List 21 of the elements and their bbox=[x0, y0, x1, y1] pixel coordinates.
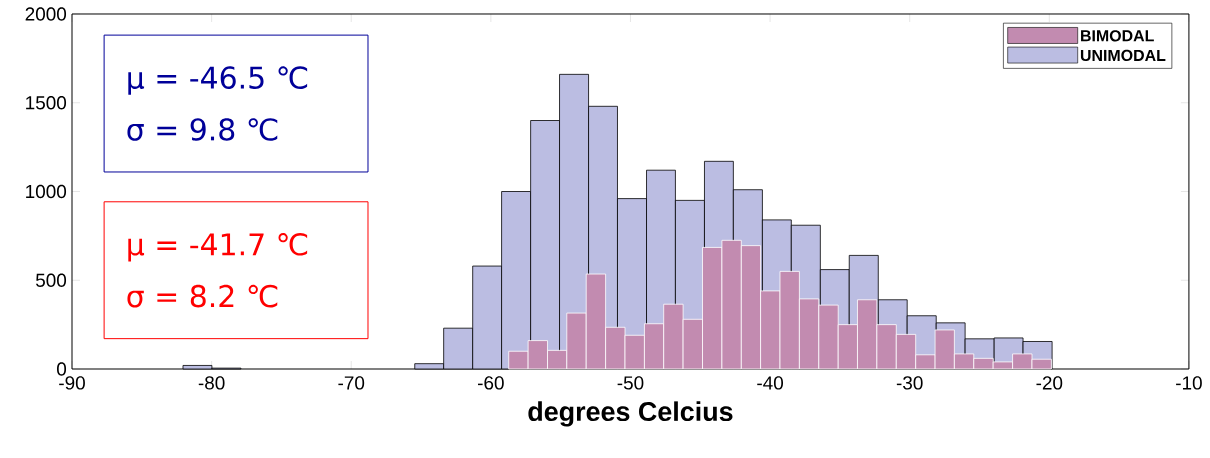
x-tick-label: -10 bbox=[1176, 376, 1202, 390]
y-tick-label: 2000 bbox=[25, 7, 67, 21]
annotation: σ = 8.2 ℃ bbox=[127, 284, 278, 308]
x-tick-label: -50 bbox=[617, 376, 644, 390]
x-tick-label: -70 bbox=[338, 376, 365, 390]
annotation: σ = 9.8 ℃ bbox=[127, 118, 278, 141]
x-tick-label: -30 bbox=[896, 376, 923, 390]
legend-label: BIMODAL bbox=[1081, 30, 1154, 42]
x-tick-label: -90 bbox=[59, 376, 85, 390]
x-tick-label: -80 bbox=[198, 376, 225, 390]
x-tick-label: -20 bbox=[1036, 376, 1063, 390]
y-tick-label: 0 bbox=[57, 362, 67, 376]
legend-label: UNIMODAL bbox=[1080, 49, 1166, 62]
annotation: μ = -41.7 ℃ bbox=[128, 233, 308, 262]
annotation: μ = -46.5 ℃ bbox=[128, 66, 308, 95]
x-tick-label: -60 bbox=[478, 376, 504, 390]
x-tick-label: -40 bbox=[757, 376, 783, 390]
x-axis-title: degrees Celcius bbox=[528, 401, 733, 427]
y-tick-label: 500 bbox=[35, 273, 67, 287]
y-tick-label: 1500 bbox=[26, 96, 67, 110]
y-tick-label: 1000 bbox=[26, 184, 67, 199]
